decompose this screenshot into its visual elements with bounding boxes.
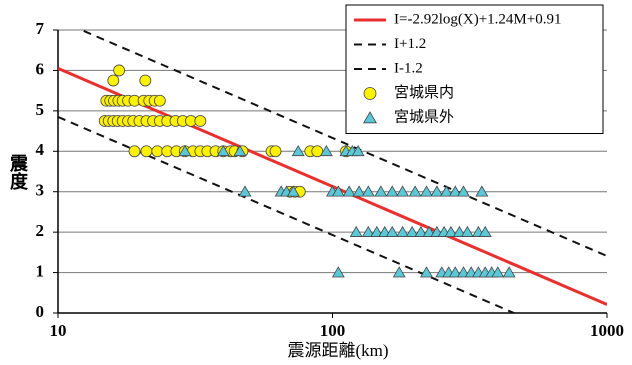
point [331,266,345,278]
point [460,225,474,237]
point [351,144,365,157]
y-tick-label: 7 [36,19,45,38]
point [269,145,282,158]
point [194,115,207,127]
point [448,266,462,278]
point [439,185,453,197]
point [342,185,356,197]
legend-marker [363,87,377,100]
point [352,185,366,197]
point [430,185,444,197]
point [414,225,428,237]
point [456,185,470,197]
x-tick-label: 1000 [590,321,624,340]
point [385,225,399,237]
point [331,185,345,197]
point [286,185,300,197]
y-tick-label: 0 [36,302,45,321]
point [422,225,436,237]
point [178,144,192,157]
point [420,185,433,197]
point [140,145,153,158]
y-axis-label: 震度 [8,154,28,191]
point [405,225,419,237]
x-axis-label: 震源距離(km) [287,341,388,360]
point [233,144,247,157]
y-tick-label: 6 [36,59,45,78]
y-tick-label: 3 [36,181,45,200]
point [392,266,406,278]
legend-label: I+1.2 [394,36,426,52]
point [216,144,230,157]
point [107,74,120,87]
y-tick-label: 5 [36,100,45,119]
point [385,185,399,197]
point [238,185,252,197]
legend-label: 宮城県内 [394,84,454,101]
point [448,185,462,197]
point [361,225,375,237]
y-tick-label: 4 [36,140,45,159]
point [478,225,492,237]
x-tick-label: 10 [50,321,67,340]
point [456,266,470,278]
point [291,144,305,157]
point [408,185,422,197]
point [319,144,333,157]
point [420,266,433,278]
point [475,185,489,197]
legend-label: I=-2.92log(X)+1.24M+0.91 [394,11,561,27]
y-tick-label: 1 [36,261,45,280]
point [349,225,363,237]
point [502,266,516,278]
point [444,225,458,237]
point [128,145,141,158]
point [113,64,126,77]
point [396,225,410,237]
legend-marker [363,111,377,124]
point [153,94,166,107]
point [452,225,466,237]
y-tick-label: 2 [36,221,45,240]
point [370,225,384,237]
point [396,185,410,197]
x-tick-label: 100 [320,321,346,340]
legend-box [345,4,604,134]
plot-layer [58,30,607,313]
point [361,185,375,197]
legend-label: I-1.2 [394,60,423,76]
point [491,266,505,278]
fit-line [78,30,607,257]
legend-label: 宮城県外 [394,108,454,125]
point [374,185,388,197]
point [151,145,164,158]
point [139,74,152,87]
